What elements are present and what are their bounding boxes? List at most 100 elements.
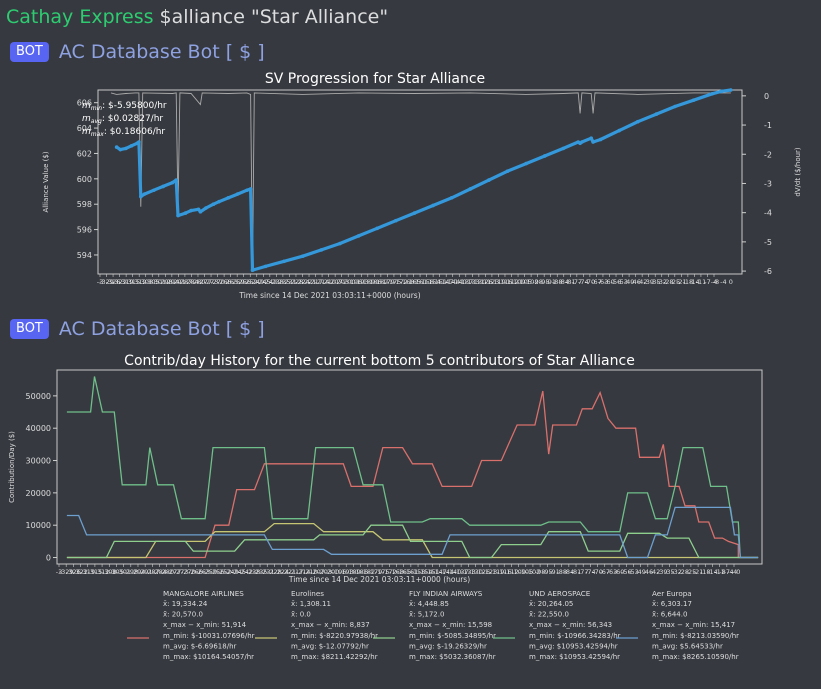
sv-data-point <box>250 268 255 272</box>
x-tick-label: -42 <box>637 278 648 286</box>
x-tick-label: -175 <box>375 568 390 576</box>
x-tick-label: -207 <box>328 278 343 286</box>
x-tick-label: -259 <box>202 568 217 576</box>
sv-data-point <box>183 211 188 215</box>
x-tick-label: -28 <box>663 278 674 286</box>
sv-progression-chart[interactable]: SV Progression for Star Alliance 594 596 59… <box>0 68 821 308</box>
sv-data-point <box>196 207 201 212</box>
contrib-history-chart[interactable]: Contrib/day History for the current bott… <box>0 346 821 685</box>
sv-data-point <box>170 180 175 185</box>
x-tick-label: -123 <box>482 568 497 576</box>
x-tick-label: -294 <box>164 278 179 286</box>
x-tick-label: -126 <box>478 278 493 286</box>
bot-username[interactable]: AC Database Bot [ $ ] <box>58 41 265 63</box>
legend-stat: m_min: $-8220.97938/hr <box>291 632 378 640</box>
sv-data-point <box>691 98 696 102</box>
x-tick-label: -259 <box>230 278 245 286</box>
bot-message-header-1: BOT AC Database Bot [ $ ] <box>10 41 265 63</box>
legend-stat: m_min: $-10966.34283/hr <box>529 632 621 640</box>
legend-stat: m_min: $-10031.07696/hr <box>163 632 255 640</box>
x-tick-label: -287 <box>145 568 160 576</box>
x-tick-label: -280 <box>159 568 174 576</box>
x-tick-label: -217 <box>289 568 304 576</box>
x-tick-label: -49 <box>635 568 646 576</box>
x-tick-label: -280 <box>191 278 206 286</box>
y-right-tick-label: -4 <box>764 209 772 218</box>
legend-stat: x̃: 22,550.0 <box>529 611 569 619</box>
sv-data-point <box>282 259 286 264</box>
bot-badge: BOT <box>10 319 49 339</box>
x-tick-label: -116 <box>498 278 513 286</box>
sv-data-point <box>129 144 134 148</box>
x-tick-label: -298 <box>158 278 173 286</box>
sv-data-point <box>204 206 208 210</box>
x-tick-label: -284 <box>184 278 199 286</box>
x-tick-label: -186 <box>367 278 382 286</box>
x-tick-label: -119 <box>490 568 505 576</box>
x-tick-label: -46 <box>630 278 641 286</box>
x-tick-label: -266 <box>188 568 203 576</box>
x-tick-label: -221 <box>302 278 317 286</box>
x-tick-label: -49 <box>624 278 635 286</box>
y-right-tick-label: -2 <box>764 150 772 159</box>
x-tick-label: -74 <box>585 568 596 576</box>
x-tick-label: -119 <box>491 278 506 286</box>
x-tick-label: -315 <box>125 278 140 286</box>
x-tick-label: -305 <box>145 278 160 286</box>
command-text: $alliance "Star Alliance" <box>159 6 389 28</box>
contributor-series-line <box>66 376 759 559</box>
x-tick-label: -189 <box>360 278 375 286</box>
legend-stat: m_max: $10164.54057/hr <box>163 653 254 661</box>
y-tick-label: 40000 <box>26 424 51 433</box>
x-tick-label: -329 <box>99 278 114 286</box>
y-tick-label: 30000 <box>26 457 51 466</box>
legend-stat: x̃: 5,172.0 <box>409 611 444 619</box>
x-tick-label: -214 <box>296 568 311 576</box>
contributor-series-line <box>66 390 759 559</box>
x-tick-label: -193 <box>339 568 354 576</box>
x-tick-label: -224 <box>274 568 289 576</box>
sv-data-point <box>198 210 203 214</box>
sv-data-point <box>542 154 547 158</box>
command-username[interactable]: Cathay Express <box>6 6 154 28</box>
legend-stat: x̄: 20,264.05 <box>529 600 573 608</box>
x-tick-label: -154 <box>418 568 433 576</box>
x-tick-label: -221 <box>281 568 296 576</box>
x-tick-label: -63 <box>598 278 609 286</box>
x-tick-label: -312 <box>132 278 147 286</box>
x-tick-label: -235 <box>276 278 291 286</box>
x-tick-label: -294 <box>131 568 146 576</box>
legend-stat: m_max: $8211.42292/hr <box>291 653 378 661</box>
x-tick-label: -322 <box>73 568 88 576</box>
sv-data-point <box>356 234 361 238</box>
sv-data-point <box>524 161 528 166</box>
x-tick-label: -88 <box>556 568 567 576</box>
y-tick-label: 594 <box>77 251 92 260</box>
sv-data-point <box>375 226 379 231</box>
x-tick-label: -263 <box>195 568 210 576</box>
x-tick-label: -147 <box>439 278 454 286</box>
bot-username[interactable]: AC Database Bot [ $ ] <box>58 318 265 340</box>
sv-data-point <box>142 192 147 196</box>
x-tick-label: -203 <box>317 568 332 576</box>
legend-stat: x̄: 6,303.17 <box>652 600 692 608</box>
x-tick-label: -151 <box>432 278 447 286</box>
x-tick-label: -270 <box>210 278 225 286</box>
x-tick-label: -186 <box>353 568 368 576</box>
x-tick-label: -14 <box>707 568 718 576</box>
legend-stat: m_max: $5032.36087/hr <box>409 653 496 661</box>
sv-data-point <box>710 92 715 96</box>
sv-data-point <box>412 211 417 215</box>
x-tick-label: -228 <box>289 278 304 286</box>
x-tick-label: -109 <box>511 278 526 286</box>
x-tick-label: -18 <box>683 278 694 286</box>
x-tick-label: -67 <box>591 278 602 286</box>
x-tick-label: -112 <box>504 568 519 576</box>
x-tick-label: -32 <box>656 278 667 286</box>
x-tick-label: -249 <box>249 278 264 286</box>
legend-stat: m_min: $-8213.03590/hr <box>652 632 739 640</box>
x-tick-label: 0 <box>736 568 740 576</box>
x-tick-label: -154 <box>426 278 441 286</box>
x-tick-label: -231 <box>282 278 297 286</box>
x-tick-label: -4 <box>731 568 737 576</box>
